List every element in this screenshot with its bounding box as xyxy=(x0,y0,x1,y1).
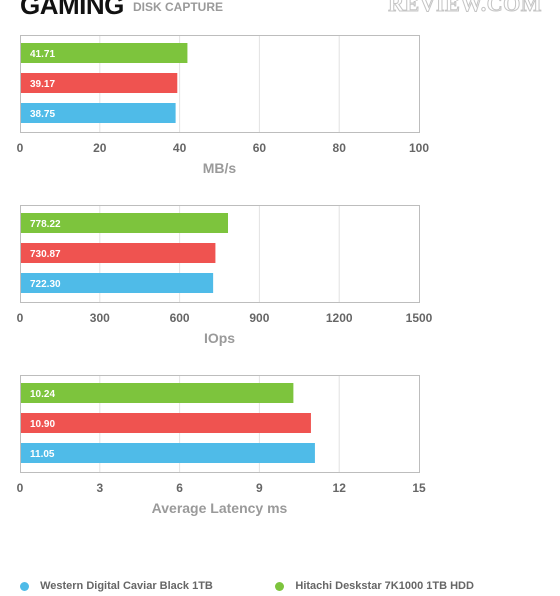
bar-value-label: 11.05 xyxy=(30,449,55,460)
bar-value-label: 39.17 xyxy=(30,79,55,90)
x-tick-label: 3 xyxy=(96,481,103,495)
site-logo: REVIEW.COM xyxy=(388,0,542,17)
x-tick-label: 300 xyxy=(90,311,110,325)
legend-swatch-blue xyxy=(20,581,29,591)
x-tick-label: 0 xyxy=(17,481,24,495)
bar-red xyxy=(21,413,311,433)
x-tick-label: 900 xyxy=(249,311,269,325)
x-tick-label: 80 xyxy=(333,141,347,155)
legend-label: Western Digital Caviar Black 1TB xyxy=(40,580,213,592)
x-tick-label: 15 xyxy=(412,481,426,495)
bar-blue xyxy=(21,273,214,293)
x-tick-label: 1200 xyxy=(326,311,353,325)
bar-red xyxy=(21,73,178,93)
x-tick-label: 600 xyxy=(170,311,190,325)
x-tick-label: 40 xyxy=(173,141,187,155)
plot-frame xyxy=(20,375,420,473)
bar-value-label: 778.22 xyxy=(30,219,61,230)
chart-panel-3: 10.24 10.90 11.05 0 3 6 9 12 15 Average Latency m… xyxy=(17,375,426,516)
x-axis-title: IOps xyxy=(204,330,235,346)
chart-title: GAMING xyxy=(20,0,124,20)
bar-green xyxy=(21,213,229,233)
bar-value-label: 10.24 xyxy=(30,389,55,400)
legend-item-hitachi: Hitachi Deskstar 7K1000 1TB HDD xyxy=(275,580,474,592)
bar-blue xyxy=(21,443,315,463)
bar-red xyxy=(21,243,216,263)
x-tick-label: 0 xyxy=(17,141,24,155)
x-axis-title: MB/s xyxy=(203,160,237,176)
x-tick-label: 100 xyxy=(409,141,429,155)
legend-label: Hitachi Deskstar 7K1000 1TB HDD xyxy=(295,580,474,592)
chart-subtitle: DISK CAPTURE xyxy=(133,0,224,14)
x-axis-title: Average Latency ms xyxy=(152,500,288,516)
legend-item-wd: Western Digital Caviar Black 1TB xyxy=(20,580,213,592)
plot-frame xyxy=(20,205,420,303)
bar-value-label: 10.90 xyxy=(30,419,55,430)
x-tick-label: 1500 xyxy=(406,311,433,325)
bar-blue xyxy=(21,103,176,123)
bar-green xyxy=(21,43,188,63)
bar-value-label: 730.87 xyxy=(30,249,61,260)
bar-value-label: 38.75 xyxy=(30,109,55,120)
x-tick-label: 9 xyxy=(256,481,263,495)
bar-value-label: 722.30 xyxy=(30,279,61,290)
x-tick-label: 12 xyxy=(333,481,347,495)
x-tick-label: 0 xyxy=(17,311,24,325)
x-tick-label: 20 xyxy=(93,141,107,155)
chart-panel-1: 41.71 39.17 38.75 0 20 40 60 80 100 MB/s xyxy=(17,35,429,176)
chart-panel-2: 778.22 730.87 722.30 0 300 600 900 1200 1500 IOps xyxy=(17,205,433,346)
legend: Western Digital Caviar Black 1TB Hitachi… xyxy=(20,576,532,596)
bar-value-label: 41.71 xyxy=(30,49,55,60)
plot-frame xyxy=(20,35,420,133)
x-tick-label: 60 xyxy=(253,141,267,155)
legend-swatch-green xyxy=(275,581,285,591)
x-tick-label: 6 xyxy=(176,481,183,495)
bar-green xyxy=(21,383,294,403)
